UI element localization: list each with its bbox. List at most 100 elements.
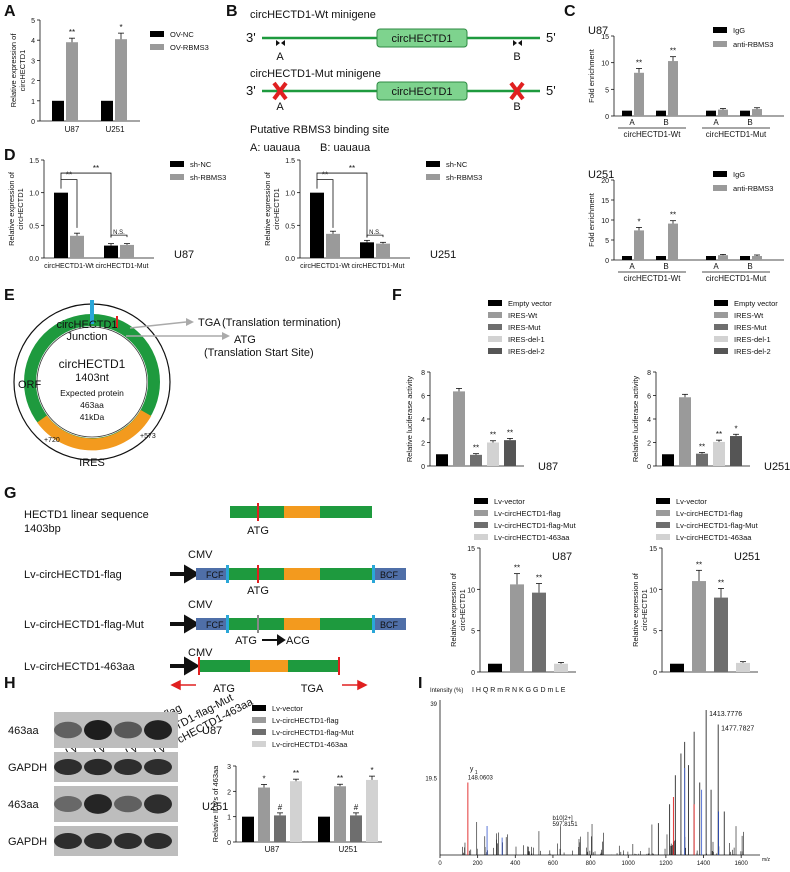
y-tick-label: 19.5: [425, 777, 437, 783]
legend-swatch: [714, 324, 728, 330]
bar: [242, 816, 254, 842]
legend-entry: IRES-Mut: [508, 323, 541, 332]
circ-box: [376, 28, 468, 48]
group-label: circHECTD1-Mut: [706, 274, 767, 283]
primer-a-arrows: [276, 40, 285, 46]
sig-bracket: [366, 234, 384, 238]
legend-swatch: [656, 498, 670, 504]
x-tick-label: U87: [265, 845, 280, 854]
y-axis-label: Relative luciferase activity: [405, 376, 414, 463]
legend-swatch: [488, 348, 502, 354]
bar: [740, 256, 750, 260]
bar: [334, 786, 346, 842]
binding-site-a: A: uauaua: [250, 142, 301, 154]
tga-pointer: [129, 321, 187, 329]
legend-entry: IRES-del-2: [508, 347, 545, 356]
y1-mz-label: 148.0603: [468, 776, 494, 782]
atg-label: ATG: [213, 683, 235, 695]
y-tick-label: 0: [605, 258, 609, 265]
blot-band: [144, 794, 172, 814]
bar: [622, 256, 632, 260]
legend-entry: IRES-Mut: [734, 323, 767, 332]
significance-mark: *: [637, 217, 640, 226]
position-720: +720: [44, 437, 60, 444]
ires-label: IRES: [79, 457, 105, 469]
bar: [656, 110, 666, 116]
fcf-label: FCF: [206, 570, 224, 580]
y-tick-label: 1: [31, 99, 35, 106]
legend-swatch: [252, 729, 266, 735]
atg-label: ATG: [247, 525, 269, 537]
cell-line-label: U251: [430, 249, 456, 261]
bar: [730, 436, 742, 466]
blot-band: [144, 833, 172, 849]
b10-label: b10[2+]: [553, 816, 574, 822]
cell-line-label: U251: [764, 461, 790, 473]
y-axis-label: Relative expression of: [631, 572, 640, 647]
legend-swatch: [426, 161, 440, 167]
legend-entry: IgG: [733, 170, 745, 179]
y-axis-label: Relative expression of: [449, 572, 458, 647]
significance-mark: *: [119, 23, 122, 32]
significance-mark: **: [66, 171, 72, 180]
y-axis-label: Relative luciferase activity: [631, 376, 640, 463]
y-tick-label: 10: [601, 218, 609, 225]
legend-swatch: [252, 717, 266, 723]
y-tick-label: 15: [601, 34, 609, 41]
x-unit-label: m/z: [762, 857, 771, 863]
blot-cell-label: U251: [202, 801, 228, 813]
site-a-label: A: [276, 51, 284, 63]
legend-swatch: [714, 312, 728, 318]
x-tick-label: circHECTD1-Mut: [96, 263, 149, 270]
panel-label-i: I: [418, 675, 422, 692]
y-tick-label: 0.5: [29, 223, 39, 230]
construct-label: Lv-circHECTD1-flag-Mut: [24, 619, 144, 631]
y1-subscript: 1: [475, 770, 478, 776]
x-tick-label: 600: [548, 861, 559, 867]
legend-entry: sh-RBMS3: [190, 173, 226, 182]
ires-arc: [37, 409, 152, 451]
atg-marker: [257, 615, 259, 633]
blot-row-label: 463aa: [8, 799, 39, 811]
bar: [366, 779, 378, 842]
y-tick-label: 5: [605, 238, 609, 245]
significance-mark: **: [670, 47, 676, 56]
legend-swatch: [656, 510, 670, 516]
bar: [52, 100, 64, 121]
x-tick-label: A: [713, 118, 719, 127]
bar: [436, 454, 448, 466]
legend-entry: sh-NC: [446, 160, 468, 169]
bar: [713, 441, 725, 466]
y-tick-label: 5: [471, 629, 475, 636]
atg-label: ATG: [234, 334, 256, 346]
atg-arrowhead: [222, 332, 230, 340]
mutation-x-a: [272, 81, 288, 101]
significance-mark: **: [716, 430, 722, 439]
panel-label-d: D: [4, 147, 16, 164]
legend-entry: anti-RBMS3: [733, 40, 773, 49]
bar: [706, 256, 716, 260]
panel-label-a: A: [4, 3, 16, 20]
panel-label-c: C: [564, 3, 576, 20]
y-tick-label: 5: [653, 629, 657, 636]
atg-marker: [257, 565, 259, 583]
bar: [668, 61, 678, 116]
bar: [736, 662, 750, 672]
atg-marker: [116, 316, 118, 328]
y-tick-label: 8: [421, 370, 425, 377]
legend-swatch: [170, 161, 184, 167]
bar: [510, 584, 524, 672]
cmv-label: CMV: [188, 599, 213, 611]
significance-mark: **: [670, 211, 676, 220]
y-tick-label: 0: [421, 464, 425, 471]
bar: [714, 597, 728, 672]
x-tick-label: circHECTD1-Wt: [44, 263, 94, 270]
x-tick-label: 200: [473, 861, 484, 867]
x-tick-label: 800: [586, 861, 597, 867]
cmv-label: CMV: [188, 647, 213, 659]
x-tick-label: B: [663, 262, 668, 271]
bar: [258, 787, 270, 842]
peak-label: 1477.7827: [721, 725, 754, 732]
chart-panel-u87: 0 5 10 15 Fold enrichment ** ** A B A BcircHECTD1-…: [587, 25, 784, 139]
